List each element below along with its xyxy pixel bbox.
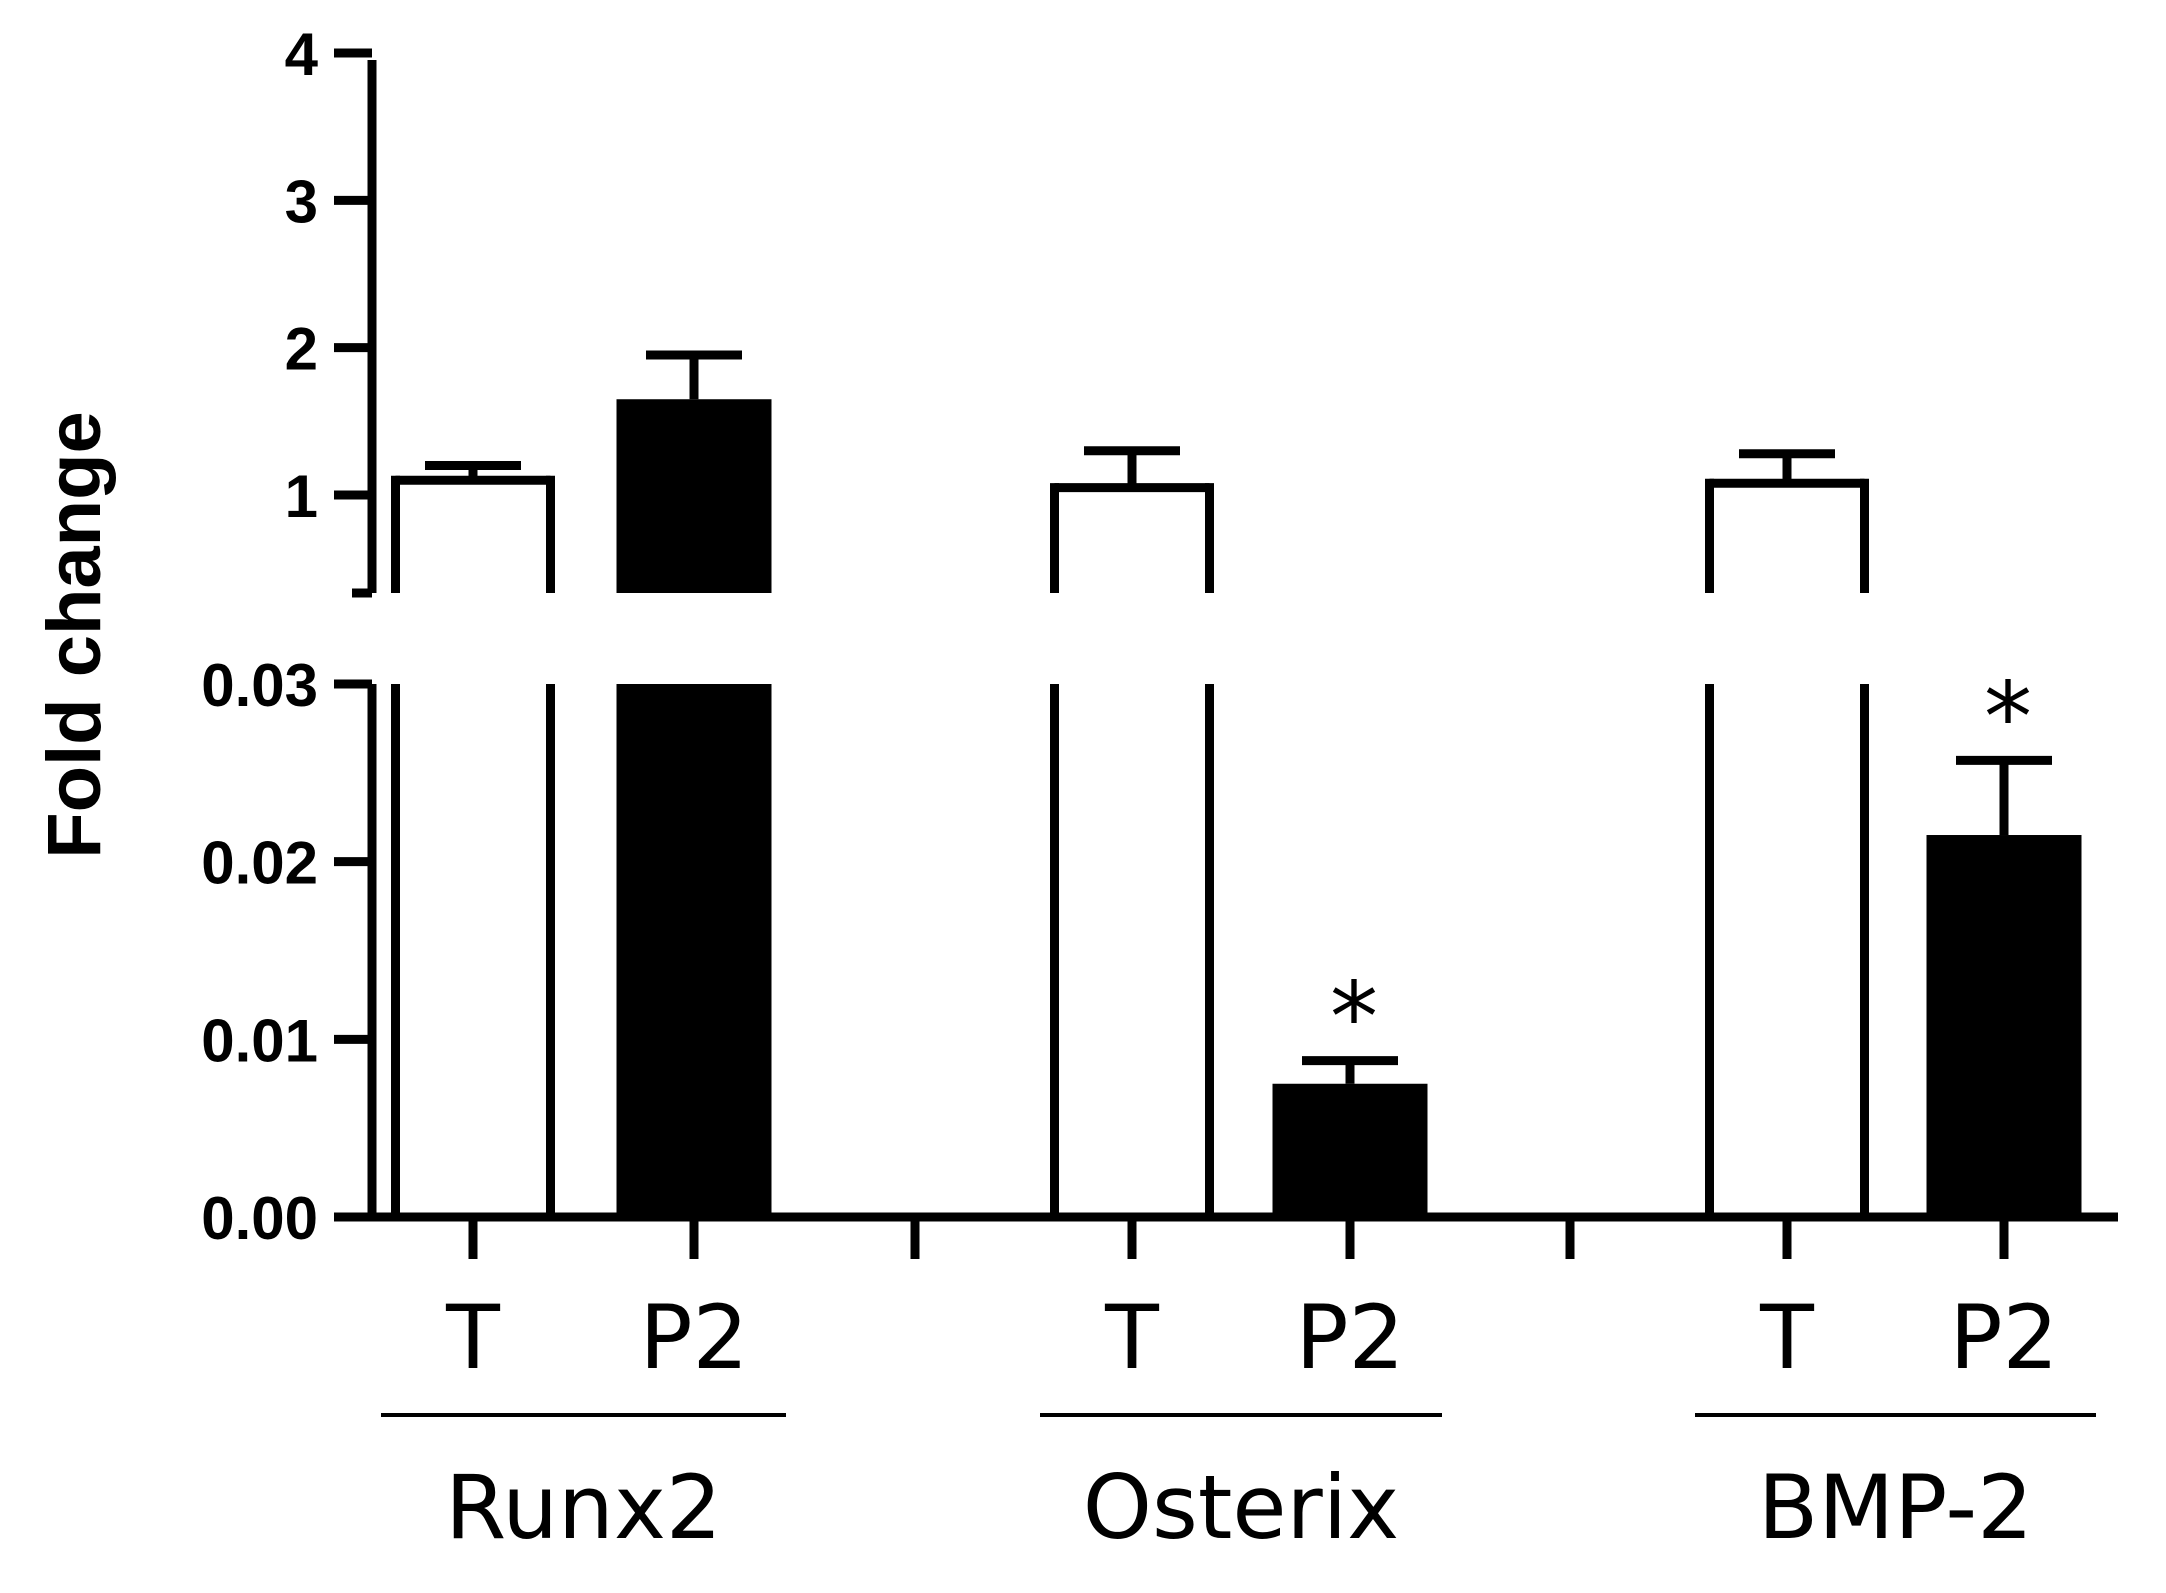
x-tick-label: P2 bbox=[639, 1286, 748, 1389]
group-label: BMP-2 bbox=[1758, 1456, 2033, 1559]
axis-layer bbox=[334, 48, 2118, 1417]
bar bbox=[1926, 835, 2082, 1217]
x-tick-label: T bbox=[1759, 1286, 1815, 1389]
significance-mark: * bbox=[1984, 661, 2032, 773]
y-tick-label: 0.02 bbox=[201, 830, 318, 897]
y-tick-label: 0.03 bbox=[201, 652, 318, 719]
y-axis-label: Fold change bbox=[32, 411, 117, 859]
bars-layer bbox=[391, 350, 2082, 1217]
significance-mark: * bbox=[1330, 962, 1378, 1074]
x-tick-label: P2 bbox=[1295, 1286, 1404, 1389]
labels-layer: 0.00 0.01 0.02 0.03 1 2 3 4 Fold change T P2 Runx2 T… bbox=[32, 21, 2059, 1559]
group-label: Osterix bbox=[1083, 1456, 1399, 1559]
bar bbox=[616, 399, 772, 593]
y-tick-label: 4 bbox=[285, 21, 319, 88]
x-tick-label: P2 bbox=[1949, 1286, 2058, 1389]
group-label: Runx2 bbox=[445, 1456, 722, 1559]
y-tick-label: 1 bbox=[285, 463, 318, 530]
bar bbox=[1272, 1083, 1428, 1217]
y-tick-label: 0.00 bbox=[201, 1185, 318, 1252]
y-tick-label: 0.01 bbox=[201, 1007, 318, 1074]
y-tick-label: 3 bbox=[285, 168, 318, 235]
bar bbox=[616, 684, 772, 1217]
x-tick-label: T bbox=[445, 1286, 501, 1389]
y-tick-label: 2 bbox=[285, 316, 318, 383]
x-tick-label: T bbox=[1104, 1286, 1160, 1389]
